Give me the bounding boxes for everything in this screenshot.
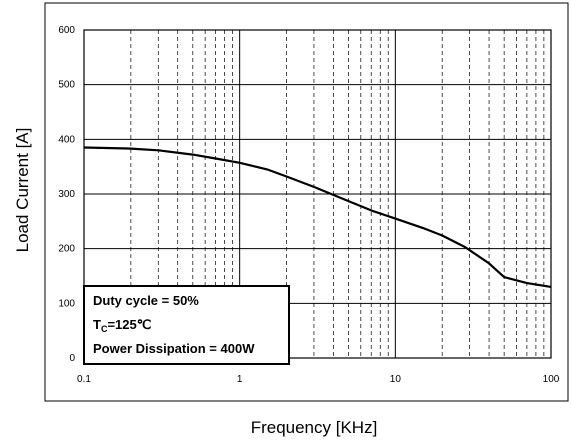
series-layer xyxy=(83,146,552,288)
x-tick-label: 100 xyxy=(543,374,560,385)
y-tick-label: 200 xyxy=(58,244,75,255)
y-tick-label: 600 xyxy=(58,25,75,36)
annotation-temp-symbol: T xyxy=(93,317,101,332)
x-axis-title: Frequency [KHz] xyxy=(251,418,378,437)
y-tick-label: 500 xyxy=(58,80,75,91)
series-line-0 xyxy=(83,146,552,288)
annotation-line-duty: Duty cycle = 50% xyxy=(93,293,199,308)
y-tick-label: 0 xyxy=(69,353,75,364)
annotation-temp-value: =125℃ xyxy=(107,317,151,332)
x-tick-label: 0.1 xyxy=(77,374,91,385)
y-tick-label: 300 xyxy=(58,189,75,200)
annotation-line-temperature: TC=125℃ xyxy=(93,317,151,334)
x-tick-labels: 0.1 1 10 100 xyxy=(77,374,560,385)
y-tick-label: 100 xyxy=(58,298,75,309)
x-tick-label: 1 xyxy=(237,374,243,385)
y-tick-labels: 0 100 200 300 400 500 600 xyxy=(58,25,75,364)
annotation-box-frame xyxy=(83,285,290,365)
annotation-line-power: Power Dissipation = 400W xyxy=(93,341,255,356)
annotation-box: Duty cycle = 50% TC=125℃ Power Dissipati… xyxy=(83,285,290,365)
annotation-temp-subscript: C xyxy=(101,324,108,334)
x-tick-label: 10 xyxy=(390,374,402,385)
y-axis-title: Load Current [A] xyxy=(13,128,32,253)
plot-area-border xyxy=(83,29,552,359)
y-tick-label: 400 xyxy=(58,134,75,145)
